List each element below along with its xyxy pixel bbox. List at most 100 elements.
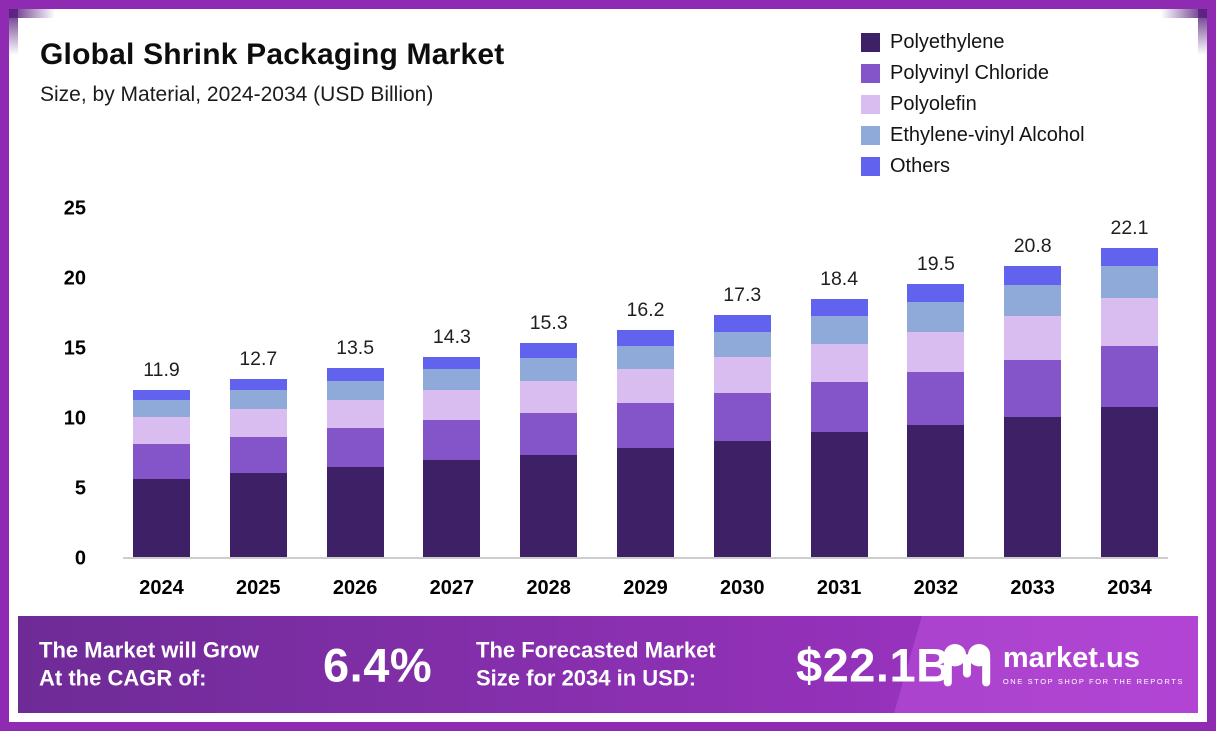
bar-segment-others — [133, 390, 190, 401]
chart-subtitle: Size, by Material, 2024-2034 (USD Billio… — [40, 83, 434, 106]
corner-accent — [1161, 9, 1207, 18]
bar-segment-ethylene-vinyl-alcohol — [423, 369, 481, 391]
legend-item: Ethylene-vinyl Alcohol — [861, 124, 1085, 147]
bar-segment-ethylene-vinyl-alcohol — [520, 358, 578, 381]
bar-segment-ethylene-vinyl-alcohol — [810, 316, 868, 345]
bar-total-label: 20.8 — [1013, 234, 1052, 257]
bar-segment-polyvinyl-chloride — [520, 412, 578, 455]
bar-total-label: 12.7 — [239, 348, 278, 371]
bar-segment-others — [326, 368, 384, 381]
bar-segment-polyethylene — [229, 473, 287, 557]
y-tick-label: 0 — [74, 547, 86, 570]
bar-group-2026: 13.5 2026 — [326, 337, 384, 599]
legend-item: Polyethylene — [861, 31, 1085, 54]
x-axis-label: 2030 — [720, 577, 765, 599]
stacked-bar — [133, 390, 190, 557]
header: Global Shrink Packaging Market Size, by … — [40, 38, 504, 107]
cagr-value: 6.4% — [323, 638, 433, 691]
bar-total-label: 11.9 — [143, 359, 180, 382]
logo-tagline: ONE STOP SHOP FOR THE REPORTS — [1002, 676, 1184, 686]
x-axis-label: 2031 — [816, 577, 862, 599]
x-axis-label: 2034 — [1107, 577, 1152, 599]
bar-segment-polyolefin — [1004, 316, 1062, 360]
bar-segment-ethylene-vinyl-alcohol — [229, 390, 287, 409]
bar-segment-polyvinyl-chloride — [713, 393, 771, 441]
bar-total-label: 19.5 — [916, 253, 955, 276]
market-us-logo: market.us ONE STOP SHOP FOR THE REPORTS — [940, 640, 1184, 690]
bar-total-label: 17.3 — [723, 283, 762, 306]
stacked-bar — [1100, 247, 1158, 557]
banner: The Market will Grow At the CAGR of: 6.4… — [18, 616, 1198, 713]
bar-segment-polyvinyl-chloride — [1100, 345, 1158, 408]
stacked-bar — [520, 342, 578, 557]
bar-segment-polyethylene — [326, 467, 384, 557]
bar-segment-ethylene-vinyl-alcohol — [713, 331, 771, 357]
bar-segment-others — [713, 314, 771, 332]
bar-segment-ethylene-vinyl-alcohol — [1004, 285, 1062, 317]
bar-group-2027: 14.3 2027 — [423, 326, 481, 599]
bar-segment-others — [810, 299, 868, 317]
bar-group-2033: 20.8 2033 — [1004, 235, 1062, 599]
bar-segment-polyethylene — [1004, 417, 1062, 557]
bar-group-2028: 15.3 2028 — [520, 312, 578, 599]
stacked-bar — [326, 368, 384, 557]
y-tick-label: 5 — [74, 477, 86, 500]
market-us-logo-icon — [943, 643, 991, 686]
legend-label: Polyolefin — [890, 93, 977, 115]
bar-segment-polyolefin — [907, 331, 965, 373]
legend: Polyethylene Polyvinyl Chloride Polyolefin… — [861, 31, 1085, 178]
bar-segment-polyethylene — [133, 478, 190, 557]
bar-segment-polyolefin — [326, 400, 384, 429]
chart: 0 5 10 15 20 25 11.9 2024 12.7 2025 13.5 2026 14.3 2… — [28, 198, 1168, 599]
bar-group-2024: 11.9 2024 — [133, 359, 190, 599]
bar-segment-polyethylene — [1100, 407, 1158, 557]
bar-segment-polyvinyl-chloride — [229, 436, 287, 473]
cagr-label: The Market will Grow At the CAGR of: — [39, 636, 259, 693]
legend-swatch — [861, 33, 880, 52]
stacked-bar — [1004, 265, 1062, 557]
bar-segment-polyethylene — [907, 425, 965, 557]
bar-segment-others — [1100, 247, 1158, 266]
bar-total-label: 14.3 — [432, 325, 471, 348]
bar-segment-polyvinyl-chloride — [907, 372, 965, 426]
bar-segment-ethylene-vinyl-alcohol — [1100, 265, 1158, 299]
bar-segment-polyvinyl-chloride — [616, 403, 674, 448]
x-axis-label: 2025 — [236, 577, 281, 599]
x-axis-label: 2024 — [139, 577, 184, 599]
forecast-value: $22.1B — [796, 638, 951, 691]
logo-name: market.us — [1002, 641, 1140, 674]
bar-segment-polyolefin — [423, 390, 481, 420]
bar-segment-polyethylene — [423, 460, 481, 557]
bar-segment-ethylene-vinyl-alcohol — [326, 380, 384, 401]
y-axis: 0 5 10 15 20 25 — [28, 198, 90, 570]
legend-swatch — [861, 126, 880, 145]
y-tick-label: 15 — [63, 337, 86, 360]
chart-title: Global Shrink Packaging Market — [40, 38, 505, 71]
x-axis-label: 2026 — [332, 577, 378, 599]
plot-area: 11.9 2024 12.7 2025 13.5 2026 14.3 2027 15.3 2028… — [123, 207, 1168, 599]
stacked-bar — [907, 284, 965, 557]
legend-item: Polyolefin — [861, 93, 1085, 116]
bar-segment-ethylene-vinyl-alcohol — [616, 345, 674, 370]
stacked-bar — [229, 379, 287, 557]
y-tick-label: 20 — [63, 267, 86, 290]
bar-total-label: 15.3 — [529, 311, 568, 334]
legend-swatch — [861, 157, 880, 176]
legend-label: Ethylene-vinyl Alcohol — [890, 124, 1085, 146]
bar-segment-polyvinyl-chloride — [326, 428, 384, 468]
bar-group-2032: 19.5 2032 — [907, 253, 965, 599]
x-axis-label: 2028 — [526, 577, 571, 599]
bar-segment-polyethylene — [520, 454, 578, 557]
bar-group-2030: 17.3 2030 — [713, 284, 771, 599]
x-axis-label: 2027 — [429, 577, 475, 599]
cagr-label-line1: The Market will Grow — [39, 636, 260, 662]
x-axis-label: 2029 — [623, 577, 668, 599]
bar-segment-polyolefin — [229, 408, 287, 437]
x-axis-label: 2032 — [913, 577, 959, 599]
bar-group-2025: 12.7 2025 — [229, 348, 287, 599]
bar-segment-polyvinyl-chloride — [423, 419, 481, 461]
bar-group-2031: 18.4 2031 — [810, 268, 868, 599]
corner-accent — [1198, 9, 1207, 55]
y-tick-label: 25 — [63, 197, 86, 220]
legend-label: Polyethylene — [890, 31, 1005, 53]
